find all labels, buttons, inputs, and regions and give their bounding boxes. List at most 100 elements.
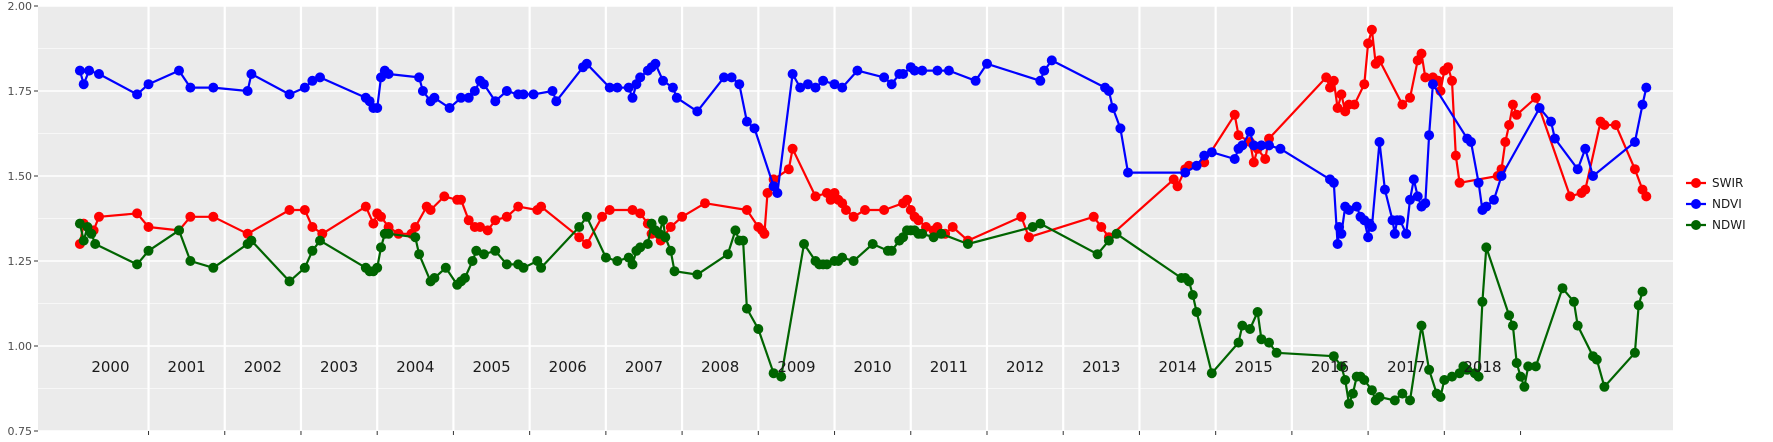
ndwi-point [1252,307,1263,317]
ndwi-point [741,303,752,314]
legend-key-point-ndwi [1691,220,1701,230]
ndvi-point [1401,228,1412,239]
ndvi-point [1245,126,1255,137]
ndwi-point [1340,375,1351,385]
legend-label-ndvi: NDVI [1712,197,1742,211]
ndvi-point [1237,140,1248,151]
swir-point [787,143,798,154]
year-label: 2016 [1311,358,1349,376]
swir-point [1530,92,1541,103]
ndvi-point [1366,222,1377,232]
ndwi-point [730,225,741,236]
swir-point [1260,154,1271,164]
swir-point [185,211,196,222]
swir-point [513,201,524,212]
swir-point [501,211,512,222]
swir-point [1366,24,1377,35]
ndvi-point [734,79,745,90]
ndwi-point [722,249,733,260]
ndvi-point [551,96,562,107]
ndwi-point [1187,290,1198,300]
swir-point [475,222,486,232]
ndwi-point [536,262,547,273]
ndwi-point [410,232,421,243]
swir-point [902,194,912,205]
ndvi-point [469,86,480,96]
ndwi-point [1591,354,1602,365]
swir-point [1580,184,1591,195]
swir-point [1349,99,1360,110]
ndvi-point [612,82,623,93]
swir-point [376,211,386,222]
ndvi-point [982,58,992,69]
ndvi-point [581,58,592,69]
ndwi-point [1481,242,1492,253]
ndwi-point [1462,364,1473,375]
ndvi-point [1549,133,1560,144]
ndvi-point [787,69,798,79]
ndvi-point [772,188,783,198]
ndvi-point [1496,171,1507,181]
ndwi-point [1344,398,1354,409]
ndvi-point [1408,174,1419,185]
ndwi-point [1366,385,1377,396]
ndvi-point [1481,201,1492,212]
swir-point [1229,109,1240,120]
ndvi-point [1191,160,1202,171]
swir-point [425,205,436,215]
swir-point [1023,232,1034,243]
ndvi-point [1572,164,1583,175]
ndwi-point [917,228,928,239]
y-axis: 0.75 1.00 1.25 1.50 1.75 2.00 [8,0,38,438]
ndwi-point [600,252,611,263]
year-label: 2015 [1235,358,1273,376]
swir-point [1405,92,1415,103]
swir-point [463,215,474,226]
ndvi-point [299,82,310,93]
ndwi-point [1328,351,1339,362]
swir-point [490,215,501,226]
ndvi-point [719,72,729,83]
ndwi-point [1271,347,1282,358]
ndvi-point [174,65,184,76]
ndvi-point [1332,239,1343,249]
ndwi-point [208,262,219,273]
ndwi-point [1027,222,1038,232]
ndvi-point [307,75,318,86]
ndwi-point [1336,361,1347,372]
year-label: 2000 [91,358,129,376]
ndwi-point [612,256,623,266]
ndwi-point [132,259,143,270]
ndvi-point [242,86,253,96]
ndwi-point [753,324,764,334]
series-ndvi [74,55,1652,249]
ndvi-point [1379,184,1390,195]
ndwi-point [1359,375,1370,385]
ndwi-point [692,269,703,280]
ndvi-point [185,82,196,93]
year-label: 2013 [1082,358,1120,376]
ndwi-point [383,228,394,239]
ndwi-point [848,256,859,266]
ndvi-point [501,86,512,96]
ndvi-point [1466,137,1476,147]
ndwi-point [440,262,451,273]
ndwi-point [1237,320,1248,331]
swir-point [1336,89,1347,100]
swir-point [1420,72,1431,83]
swir-point [94,211,104,222]
ndvi-point [1363,232,1374,243]
ndwi-point [1435,392,1446,402]
ndvi-point [1389,228,1400,239]
swir-point [860,205,870,215]
ndvi-point [726,72,737,83]
swir-point [759,228,770,239]
ndwi-point [459,273,470,283]
ndwi-point [1389,395,1400,406]
swir-point [143,222,154,232]
ndwi-point [837,252,848,263]
swir-point [1641,191,1652,202]
year-label: 2011 [930,358,968,376]
ndwi-point [665,245,676,256]
swir-point [1504,120,1515,130]
